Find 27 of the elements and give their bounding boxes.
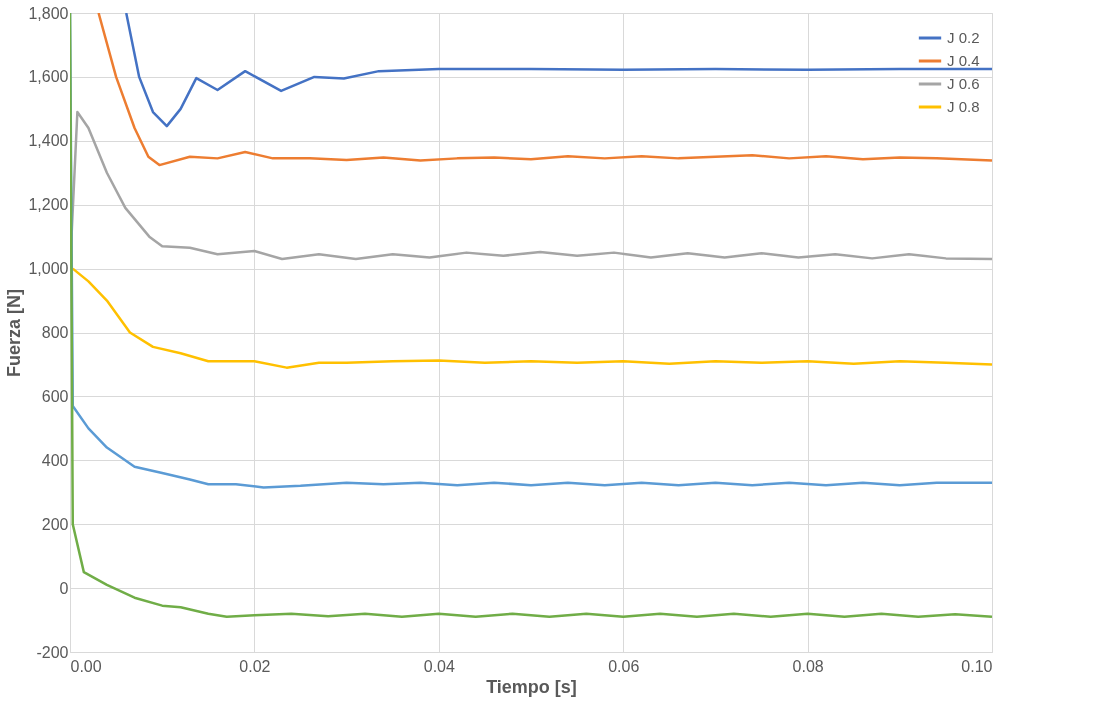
y-tick-label: 1,400 [28,132,69,150]
legend-label: J 0.4 [947,52,980,69]
legend-label: J 0.6 [947,75,980,92]
y-tick-label: 400 [41,451,69,469]
x-tick-label: 0.02 [239,657,271,675]
x-tick-label: 0.08 [792,657,824,675]
x-tick-label: 0.04 [423,657,455,675]
y-tick-label: 800 [41,324,69,341]
y-tick-label: 1,200 [28,196,69,214]
line-series [124,13,992,128]
y-tick-label: -200 [36,643,69,661]
x-tick-label: 0.06 [608,657,640,675]
y-tick-label: 600 [41,387,69,405]
y-tick-label: 1,600 [28,68,69,86]
line-series [97,13,992,167]
x-tick-label: 0.00 [70,657,102,675]
y-tick-label: 0 [59,579,69,597]
y-tick-label: 1,800 [28,4,69,22]
line-series [70,13,992,619]
legend-label: J 0.2 [947,29,980,46]
y-axis-title: Fuerza [N] [4,288,25,378]
x-tick-label: 0.10 [961,657,993,675]
y-tick-label: 1,000 [28,260,69,278]
x-axis-title: Tiempo [s] [486,676,577,697]
y-tick-label: 200 [41,515,69,533]
line-series [71,267,992,369]
legend-label: J 0.8 [947,98,980,115]
